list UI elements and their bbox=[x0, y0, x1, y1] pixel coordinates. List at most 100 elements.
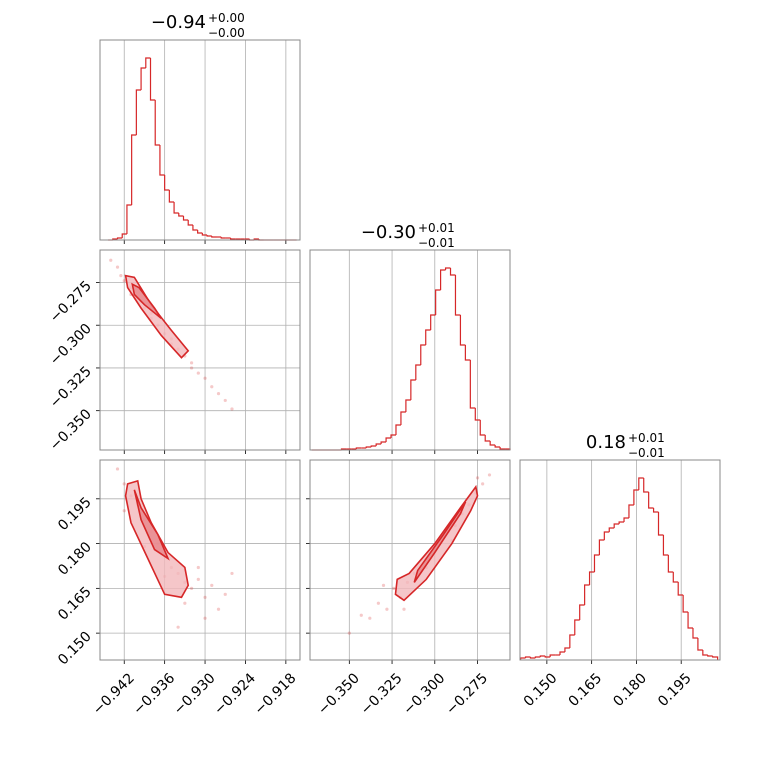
histogram-step bbox=[519, 657, 526, 660]
histogram-step bbox=[667, 555, 674, 573]
sample-point bbox=[223, 398, 227, 403]
histogram-step bbox=[206, 235, 212, 237]
panel-title: −0.30 bbox=[361, 222, 416, 243]
histogram-step bbox=[444, 267, 451, 270]
histogram-step bbox=[584, 584, 590, 605]
sample-point bbox=[210, 583, 214, 587]
histogram-step bbox=[638, 477, 644, 490]
axes-frame bbox=[309, 459, 511, 661]
y-tick-label: −0.300 bbox=[47, 321, 95, 369]
histogram-step bbox=[168, 190, 175, 203]
histogram-step bbox=[524, 656, 531, 658]
histogram-step bbox=[608, 527, 615, 532]
histogram-step bbox=[220, 237, 226, 239]
histogram-step bbox=[474, 408, 481, 421]
sample-point bbox=[216, 607, 221, 611]
histogram-step bbox=[539, 655, 546, 657]
sample-point bbox=[381, 583, 386, 587]
histogram-step bbox=[159, 145, 165, 176]
panel bbox=[309, 249, 511, 454]
histogram-step bbox=[529, 657, 536, 659]
panel: −0.350−0.325−0.300−0.275 bbox=[306, 459, 511, 718]
histogram-step bbox=[435, 289, 441, 315]
panel-title: −0.94 bbox=[151, 12, 206, 33]
histogram-step bbox=[459, 315, 466, 346]
histogram-step bbox=[375, 443, 382, 446]
histogram-step bbox=[484, 435, 491, 442]
x-tick-label: −0.930 bbox=[171, 670, 219, 718]
y-tick-label: 0.165 bbox=[55, 584, 95, 624]
histogram-step bbox=[145, 57, 151, 68]
histogram-step bbox=[395, 424, 401, 435]
histogram-step bbox=[164, 175, 170, 191]
sample-point bbox=[189, 366, 194, 370]
histogram-step bbox=[415, 364, 421, 380]
title-lower-error: −0.01 bbox=[628, 446, 665, 460]
sample-point bbox=[119, 274, 123, 278]
sample-point bbox=[189, 361, 194, 365]
panel: −0.275−0.300−0.325−0.350 bbox=[47, 249, 301, 454]
histogram-step bbox=[479, 420, 486, 436]
histogram-step bbox=[489, 441, 496, 446]
histogram-step bbox=[116, 237, 123, 239]
x-tick-label: −0.300 bbox=[400, 670, 448, 718]
histogram-step bbox=[449, 268, 456, 276]
histogram-step bbox=[687, 612, 693, 629]
sample-point bbox=[230, 407, 234, 411]
sample-point bbox=[376, 601, 380, 605]
contour bbox=[133, 489, 170, 561]
histogram-step bbox=[154, 100, 160, 146]
y-tick-label: 0.180 bbox=[55, 539, 95, 579]
panel: 0.150 0.165 0.180 0.195 bbox=[519, 459, 721, 710]
histogram-step bbox=[564, 647, 570, 652]
histogram-step bbox=[657, 512, 664, 536]
histogram-step bbox=[464, 345, 471, 361]
sample-point bbox=[115, 265, 120, 269]
histogram-step bbox=[682, 595, 689, 613]
sample-point bbox=[223, 592, 227, 596]
y-tick-label: −0.325 bbox=[47, 363, 95, 411]
sample-point bbox=[196, 565, 200, 570]
histogram-step bbox=[662, 535, 669, 556]
sample-point bbox=[203, 595, 207, 599]
histogram-step bbox=[425, 329, 431, 345]
histogram-step bbox=[390, 434, 396, 438]
axes-frame bbox=[99, 39, 301, 241]
x-tick-label: −0.936 bbox=[130, 670, 178, 718]
sample-point bbox=[196, 371, 200, 375]
histogram-step bbox=[648, 492, 654, 509]
histogram-step bbox=[559, 651, 565, 655]
histogram-step bbox=[702, 650, 708, 656]
histogram-step bbox=[182, 216, 189, 221]
title-lower-error: −0.00 bbox=[208, 26, 245, 40]
sample-point bbox=[203, 616, 207, 620]
sample-point bbox=[203, 376, 207, 380]
sample-point bbox=[347, 631, 351, 635]
histogram-step bbox=[574, 619, 580, 635]
histogram-step bbox=[187, 220, 193, 226]
histogram-step bbox=[454, 275, 461, 316]
panel: −0.942−0.936−0.930−0.924−0.918 0.195 0.180… bbox=[55, 459, 301, 718]
histogram-step bbox=[707, 655, 713, 657]
x-tick-label: 0.150 bbox=[521, 670, 561, 710]
x-tick-label: −0.350 bbox=[315, 670, 363, 718]
x-tick-label: −0.942 bbox=[90, 670, 138, 718]
histogram-step bbox=[633, 489, 639, 505]
histogram-step bbox=[149, 58, 156, 101]
title-upper-error: +0.01 bbox=[418, 221, 455, 235]
sample-point bbox=[210, 385, 214, 389]
histogram-step bbox=[211, 236, 217, 238]
y-tick-label: −0.350 bbox=[47, 406, 95, 454]
title-upper-error: +0.01 bbox=[628, 431, 665, 445]
histogram-step bbox=[494, 445, 501, 448]
sample-point bbox=[196, 577, 200, 582]
axes-frame bbox=[99, 459, 301, 661]
histogram-step bbox=[469, 360, 476, 409]
sample-point bbox=[176, 625, 180, 629]
panel bbox=[99, 39, 301, 244]
sample-point bbox=[392, 586, 396, 590]
y-tick-label: −0.275 bbox=[47, 278, 95, 326]
histogram-step bbox=[400, 411, 406, 425]
sample-point bbox=[189, 586, 194, 590]
